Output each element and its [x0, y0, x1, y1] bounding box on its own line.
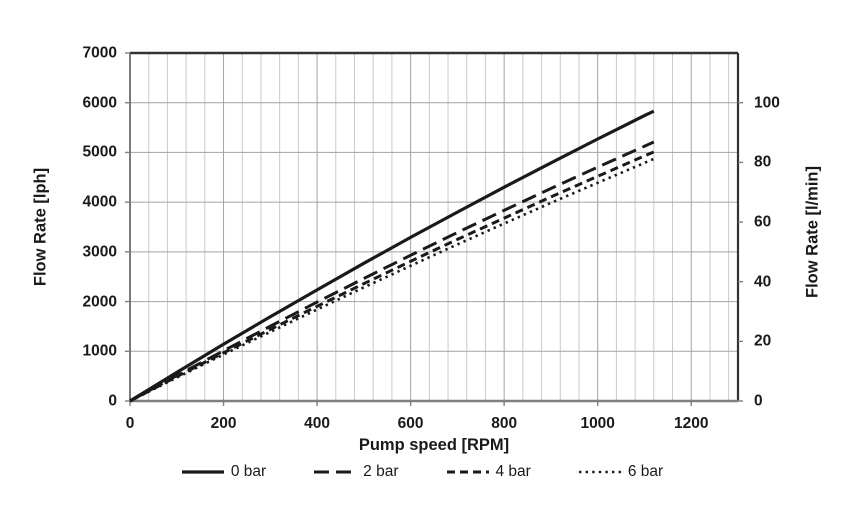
- series-line-6-bar: [129, 157, 655, 403]
- legend-item-6-bar: 6 bar: [578, 463, 664, 481]
- x-tick-label: 400: [304, 415, 330, 432]
- legend-label: 6 bar: [627, 463, 664, 480]
- y-axis-title-left: Flow Rate [lph]: [31, 167, 50, 287]
- x-tick-label: 200: [210, 415, 237, 432]
- y-right-tick-label: 20: [754, 332, 772, 350]
- x-tick-label: 800: [491, 415, 518, 432]
- legend-swatch-icon: [314, 470, 357, 474]
- legend-item-4-bar: 4 bar: [446, 463, 531, 481]
- legend-label: 0 bar: [230, 463, 267, 480]
- x-tick-label: 600: [397, 415, 424, 432]
- x-tick-label: 0: [125, 415, 135, 432]
- x-tick-label: 1200: [673, 415, 709, 432]
- series-line-4-bar: [129, 150, 655, 403]
- x-tick-label: 1000: [580, 415, 615, 432]
- legend-swatch-icon: [446, 470, 489, 474]
- series-line-0-bar: [129, 109, 655, 403]
- x-axis-title: Pump speed [RPM]: [358, 436, 510, 454]
- legend-swatch-icon: [578, 470, 621, 474]
- y-left-tick-label: 2000: [82, 292, 117, 310]
- y-left-tick-label: 3000: [82, 243, 117, 261]
- legend-swatch-icon: [181, 470, 224, 474]
- y-left-tick-label: 0: [108, 392, 117, 410]
- y-right-tick-label: 100: [754, 93, 780, 111]
- series-line-2-bar: [129, 140, 655, 403]
- y-left-tick-label: 7000: [82, 44, 117, 62]
- y-left-tick-label: 4000: [82, 193, 117, 211]
- y-left-tick-label: 1000: [82, 342, 117, 360]
- y-right-tick-label: 40: [754, 272, 772, 290]
- y-right-tick-label: 60: [754, 213, 772, 231]
- legend: 0 bar 2 bar 4 bar 6 bar: [0, 463, 845, 481]
- y-axis-title-right: Flow Rate [l/min]: [803, 166, 822, 298]
- legend-label: 2 bar: [363, 463, 399, 480]
- legend-item-0-bar: 0 bar: [181, 463, 267, 481]
- y-left-tick-label: 6000: [82, 93, 117, 111]
- y-right-tick-label: 80: [754, 153, 772, 171]
- legend-item-2-bar: 2 bar: [314, 463, 399, 481]
- legend-label: 4 bar: [495, 463, 531, 480]
- y-left-tick-label: 5000: [82, 143, 117, 161]
- y-right-tick-label: 0: [754, 392, 763, 410]
